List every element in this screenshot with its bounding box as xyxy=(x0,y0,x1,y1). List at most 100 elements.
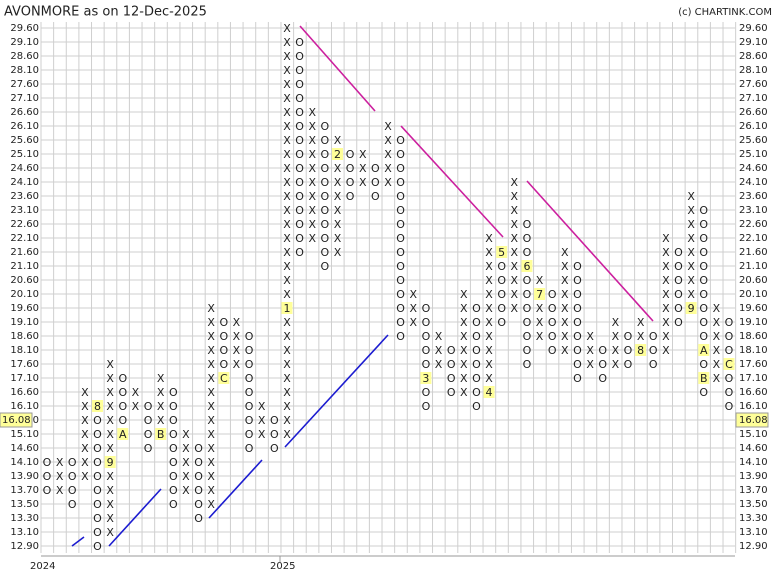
box: O xyxy=(194,470,203,483)
box: O xyxy=(725,386,734,399)
box: X xyxy=(713,316,721,329)
y-tick-label-right: 28.10 xyxy=(739,65,768,76)
resistance-line xyxy=(526,180,654,322)
box: O xyxy=(674,302,683,315)
month-label: B xyxy=(157,428,165,441)
y-tick-label-right: 26.60 xyxy=(739,107,768,118)
box: X xyxy=(485,260,493,273)
box: X xyxy=(283,162,291,175)
box: X xyxy=(81,428,89,441)
box: X xyxy=(308,232,316,245)
column: OOO xyxy=(270,414,279,455)
y-tick-label-right: 27.10 xyxy=(739,93,768,104)
box: O xyxy=(194,442,203,455)
y-tick-label-right: 13.90 xyxy=(739,471,768,482)
box: O xyxy=(472,302,481,315)
box: X xyxy=(207,358,215,371)
y-tick-label-right: 13.30 xyxy=(739,513,768,524)
y-tick-label: 28.60 xyxy=(10,51,39,62)
column: XXX xyxy=(258,400,266,441)
box: O xyxy=(573,288,582,301)
y-tick-label-right: 13.10 xyxy=(739,527,768,538)
y-tick-label-right: 19.60 xyxy=(739,303,768,314)
box: X xyxy=(81,456,89,469)
box: O xyxy=(295,106,304,119)
box: O xyxy=(472,400,481,413)
y-tick-label: 29.10 xyxy=(10,37,39,48)
month-marker xyxy=(117,428,129,440)
box: X xyxy=(106,484,114,497)
box: O xyxy=(699,218,708,231)
box: X xyxy=(283,386,291,399)
box: O xyxy=(422,316,431,329)
box: X xyxy=(536,274,544,287)
box: X xyxy=(435,330,443,343)
box: O xyxy=(93,526,102,539)
box: X xyxy=(283,246,291,259)
box: X xyxy=(384,120,392,133)
y-tick-label: 24.60 xyxy=(10,163,39,174)
y-tick-label: 28.10 xyxy=(10,65,39,76)
support-line xyxy=(71,536,85,547)
box: X xyxy=(511,232,519,245)
last-price-box-right xyxy=(735,412,769,428)
box: X xyxy=(561,344,569,357)
y-tick-label-right: 20.60 xyxy=(739,275,768,286)
box: X xyxy=(207,386,215,399)
box: X xyxy=(283,120,291,133)
month-marker xyxy=(331,148,343,160)
column: OOO xyxy=(624,330,633,371)
grid xyxy=(40,22,737,553)
box: O xyxy=(194,484,203,497)
box: O xyxy=(295,148,304,161)
box: X xyxy=(485,330,493,343)
box: O xyxy=(447,386,456,399)
box: X xyxy=(485,232,493,245)
month-label: B xyxy=(700,372,708,385)
y-tick-label: 14.60 xyxy=(10,443,39,454)
box: O xyxy=(245,400,254,413)
box: X xyxy=(182,428,190,441)
box: O xyxy=(295,50,304,63)
box: X xyxy=(308,204,316,217)
last-price-label: 16.08 xyxy=(2,415,31,426)
box: X xyxy=(283,148,291,161)
box: O xyxy=(447,358,456,371)
box: X xyxy=(207,442,215,455)
box: O xyxy=(118,386,127,399)
box: X xyxy=(334,218,342,231)
box: O xyxy=(93,470,102,483)
box: X xyxy=(106,386,114,399)
y-tick-label-right: 23.10 xyxy=(739,205,768,216)
box: X xyxy=(485,372,493,385)
month-marker xyxy=(104,456,116,468)
box: X xyxy=(157,414,165,427)
box: O xyxy=(674,274,683,287)
box: O xyxy=(295,176,304,189)
box: X xyxy=(283,428,291,441)
box: X xyxy=(81,414,89,427)
box: X xyxy=(207,470,215,483)
box: O xyxy=(523,330,532,343)
month-label: 5 xyxy=(498,246,505,259)
box: X xyxy=(283,204,291,217)
month-label: 7 xyxy=(536,288,543,301)
box: O xyxy=(699,302,708,315)
box: X xyxy=(460,330,468,343)
box: X xyxy=(687,274,695,287)
box: O xyxy=(321,162,330,175)
column: XXX xyxy=(56,456,64,497)
box: X xyxy=(713,302,721,315)
y-tick-label: 26.60 xyxy=(10,107,39,118)
box: O xyxy=(674,246,683,259)
box: O xyxy=(422,330,431,343)
box: O xyxy=(598,358,607,371)
box: X xyxy=(283,50,291,63)
